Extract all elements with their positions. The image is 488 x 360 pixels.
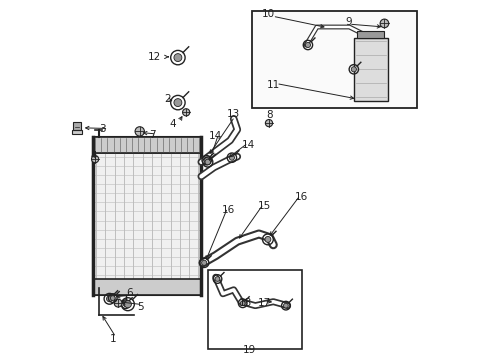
Text: 10: 10 bbox=[261, 9, 274, 19]
Text: 14: 14 bbox=[209, 131, 222, 141]
Bar bbox=[72, 130, 82, 134]
Circle shape bbox=[110, 296, 115, 301]
Circle shape bbox=[182, 109, 189, 116]
Text: 16: 16 bbox=[294, 192, 307, 202]
Bar bbox=[93, 137, 201, 295]
Circle shape bbox=[379, 19, 388, 28]
Text: 8: 8 bbox=[266, 109, 272, 120]
Text: 17: 17 bbox=[257, 298, 270, 308]
Circle shape bbox=[106, 296, 112, 302]
Bar bbox=[208, 270, 302, 349]
Text: 4: 4 bbox=[169, 119, 176, 129]
Circle shape bbox=[265, 120, 272, 127]
Text: 7: 7 bbox=[149, 130, 156, 140]
Bar bbox=[73, 122, 81, 130]
Text: 13: 13 bbox=[226, 109, 240, 120]
Circle shape bbox=[229, 155, 234, 160]
Circle shape bbox=[91, 156, 99, 163]
Circle shape bbox=[203, 158, 209, 163]
Text: 3: 3 bbox=[99, 123, 106, 134]
Circle shape bbox=[114, 299, 122, 307]
Text: 2: 2 bbox=[164, 94, 170, 104]
Text: 6: 6 bbox=[126, 288, 133, 298]
Bar bbox=[357, 31, 384, 38]
Bar bbox=[93, 279, 201, 295]
Text: 19: 19 bbox=[243, 345, 256, 355]
Text: 12: 12 bbox=[147, 52, 161, 62]
Circle shape bbox=[174, 99, 182, 107]
Circle shape bbox=[174, 54, 182, 62]
Text: 14: 14 bbox=[241, 140, 254, 150]
Text: 15: 15 bbox=[257, 201, 270, 211]
Text: 18: 18 bbox=[238, 298, 251, 308]
Circle shape bbox=[264, 237, 270, 242]
Circle shape bbox=[135, 127, 144, 136]
Circle shape bbox=[215, 276, 220, 282]
Bar bbox=[93, 153, 201, 279]
Bar bbox=[353, 38, 387, 101]
Circle shape bbox=[123, 302, 128, 307]
Text: 11: 11 bbox=[266, 80, 279, 90]
Circle shape bbox=[283, 303, 288, 308]
Circle shape bbox=[305, 42, 310, 48]
Circle shape bbox=[124, 301, 131, 308]
Circle shape bbox=[240, 301, 244, 306]
Bar bbox=[93, 137, 201, 153]
Text: 1: 1 bbox=[110, 334, 116, 345]
Text: 9: 9 bbox=[345, 17, 351, 27]
Circle shape bbox=[350, 67, 356, 72]
Circle shape bbox=[204, 159, 210, 165]
Text: 4: 4 bbox=[90, 150, 97, 161]
Text: 5: 5 bbox=[137, 302, 143, 312]
Text: 16: 16 bbox=[221, 204, 234, 215]
Circle shape bbox=[201, 260, 206, 265]
Bar bbox=[251, 11, 416, 108]
